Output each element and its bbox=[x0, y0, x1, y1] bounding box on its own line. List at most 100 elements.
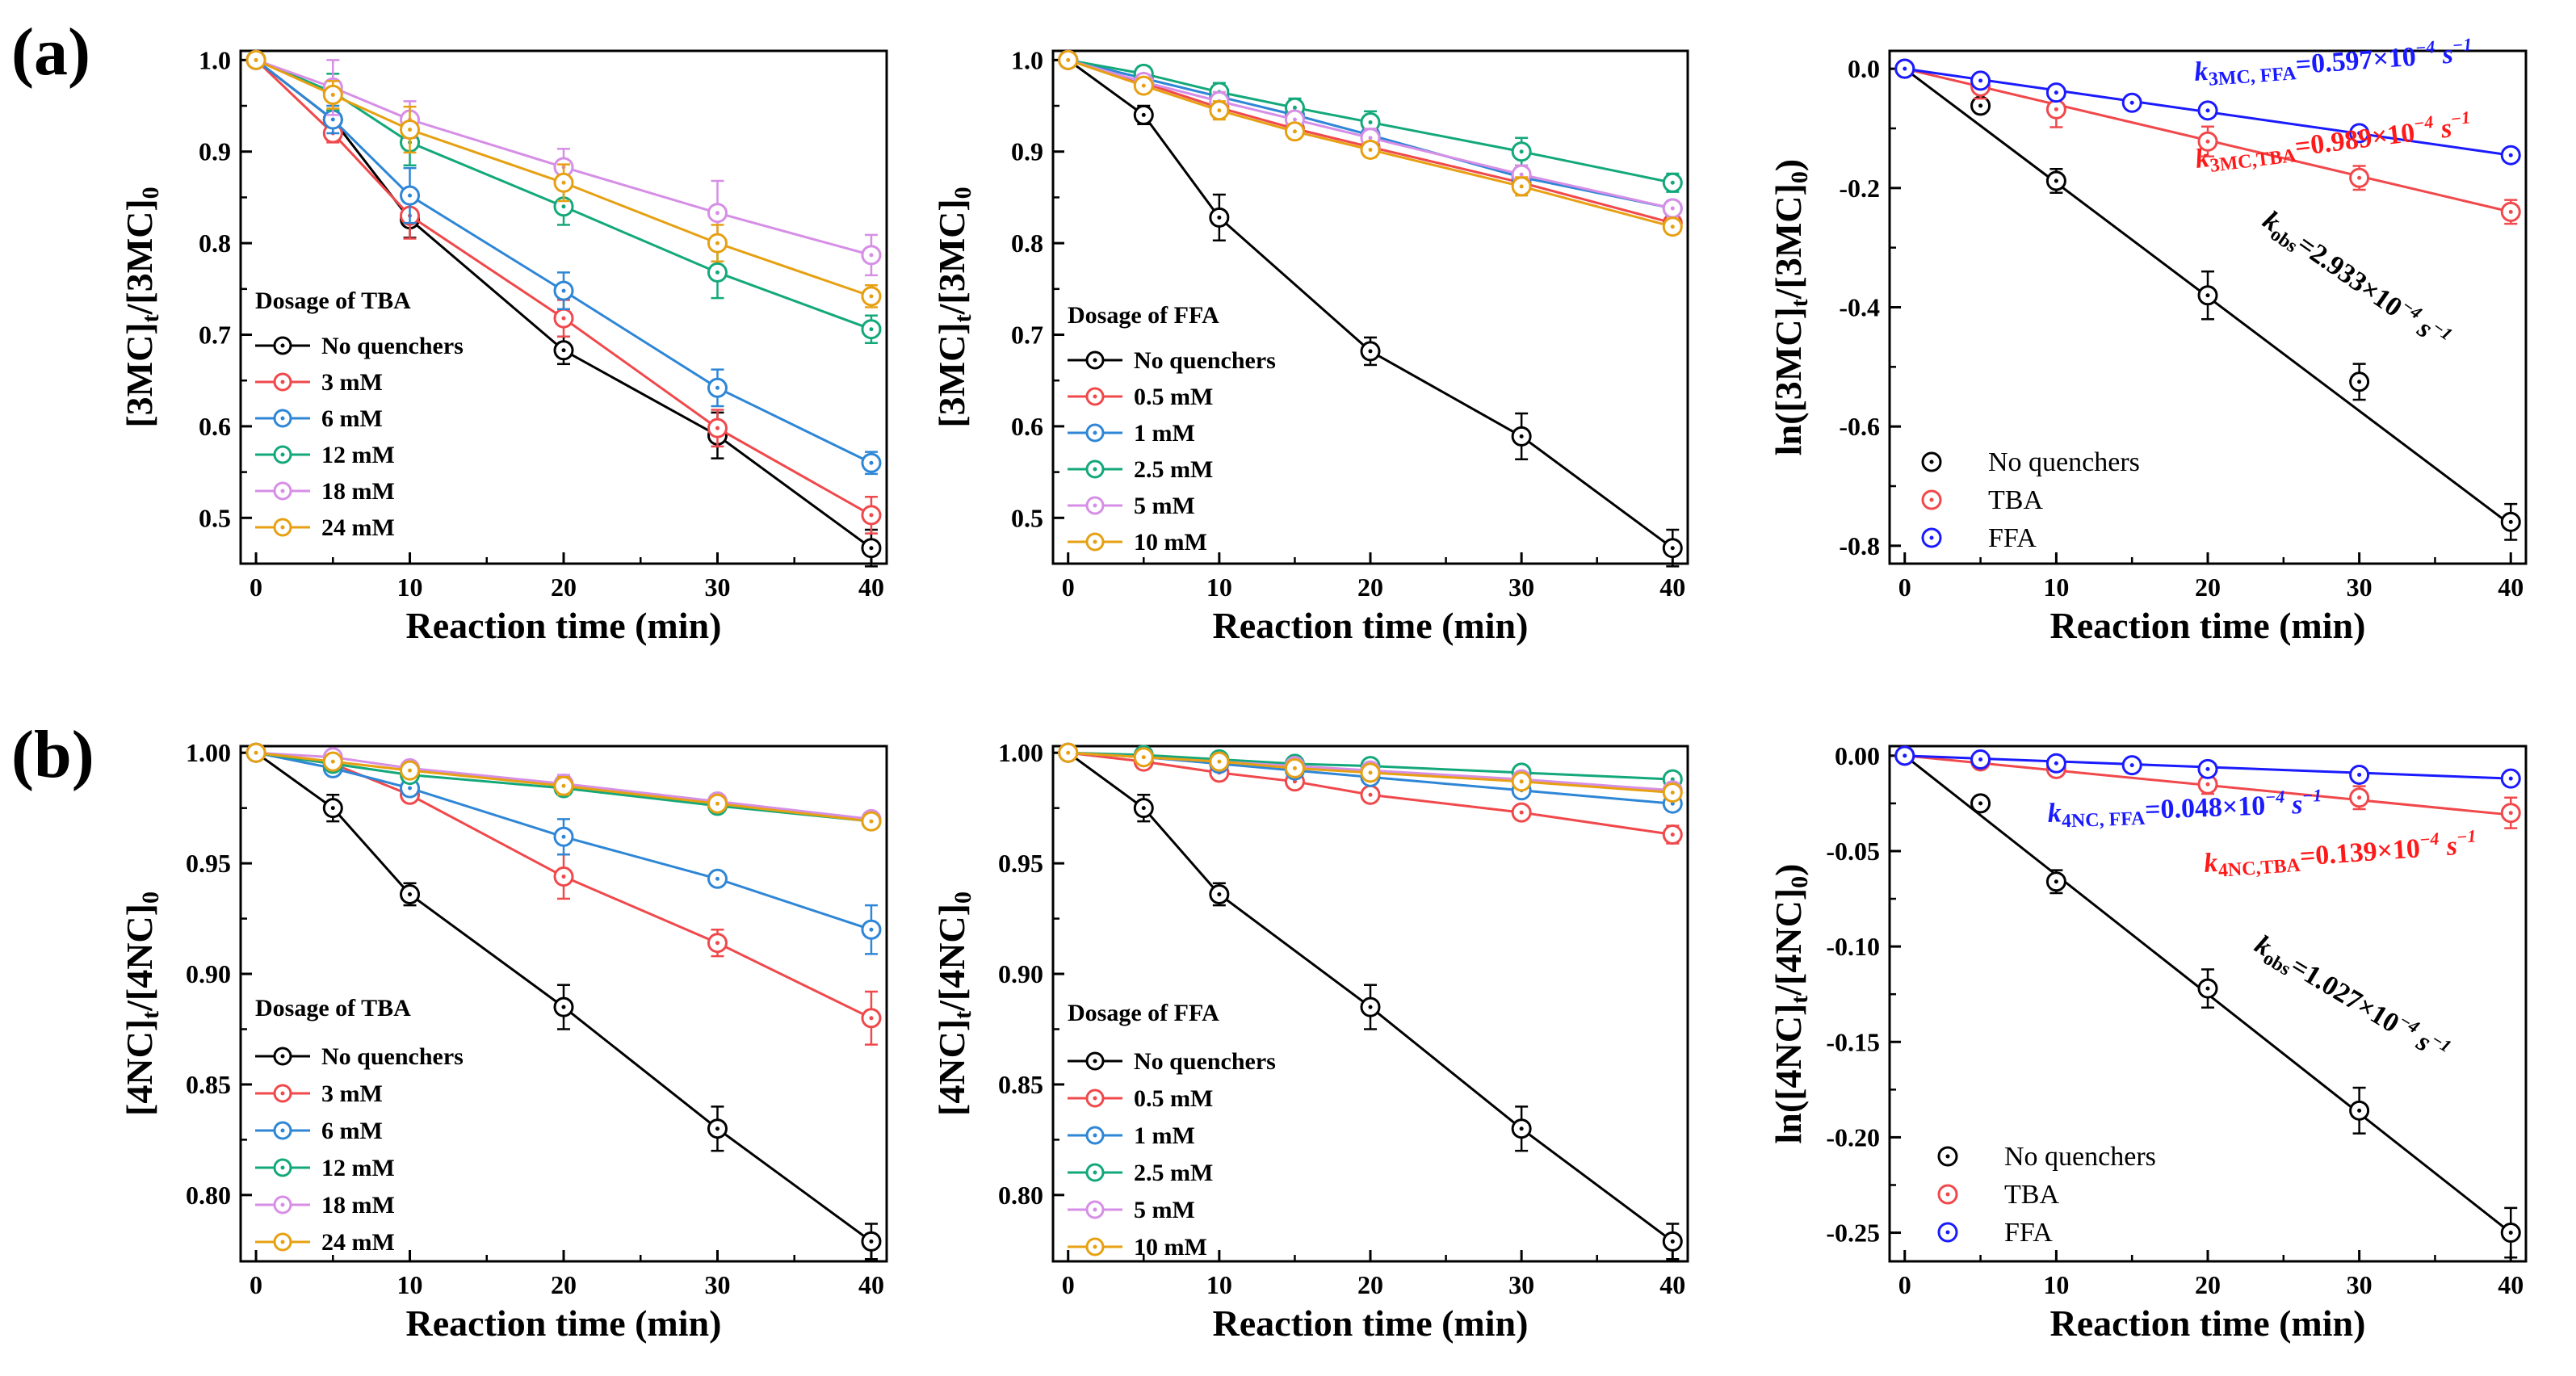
anno-sub: 4NC,TBA bbox=[2217, 855, 2301, 882]
anno-sub: 3MC, FFA bbox=[2208, 63, 2297, 90]
data-point-dot bbox=[1670, 791, 1675, 795]
x-tick-label: 0 bbox=[1062, 1270, 1075, 1299]
data-point-dot bbox=[1670, 180, 1675, 185]
anno-sup: −4 bbox=[2414, 36, 2435, 58]
data-point-dot bbox=[1519, 172, 1524, 177]
legend-label: 24 mM bbox=[321, 1229, 395, 1256]
series-2 bbox=[245, 49, 882, 476]
y-tick-label: -0.25 bbox=[1826, 1219, 1880, 1248]
y-label-part: [3MC] bbox=[119, 322, 160, 427]
data-point-dot bbox=[408, 193, 413, 198]
x-axis-label: Reaction time (min) bbox=[406, 605, 722, 646]
data-point-dot bbox=[1368, 349, 1373, 354]
x-tick-label: 40 bbox=[2498, 1270, 2524, 1299]
legend-label: No quenchers bbox=[1134, 1048, 1276, 1075]
data-point-dot bbox=[1368, 136, 1373, 141]
legend-marker-dot bbox=[280, 416, 285, 421]
y-label-part: 0 bbox=[950, 891, 976, 904]
series-5 bbox=[1058, 742, 1683, 803]
y-tick-label: -0.10 bbox=[1826, 932, 1880, 961]
y-label-part: t bbox=[1786, 299, 1813, 307]
series-line bbox=[255, 59, 872, 464]
legend: Dosage of FFA No quenchers 0.5 mM 1 mM 2.5 m… bbox=[1068, 302, 1276, 556]
legend-marker-dot bbox=[280, 489, 285, 493]
series-line bbox=[255, 58, 872, 257]
data-point-dot bbox=[1903, 66, 1907, 71]
legend-label: 0.5 mM bbox=[1134, 384, 1213, 410]
data-point-dot bbox=[715, 941, 720, 946]
series-0 bbox=[1058, 742, 1683, 1261]
rate-annotation-tba: k3MC,TBA=0.989×10−4 s−1 bbox=[2193, 107, 2473, 178]
legend-label: TBA bbox=[2004, 1180, 2059, 1210]
y-tick-label: 0.9 bbox=[1011, 137, 1043, 166]
legend-label: 10 mM bbox=[1134, 529, 1207, 556]
data-point-dot bbox=[869, 819, 874, 824]
data-point-dot bbox=[715, 801, 720, 806]
x-tick-label: 20 bbox=[2195, 573, 2221, 602]
y-tick-label: 0.80 bbox=[186, 1181, 231, 1210]
rate-annotation-tba: k4NC,TBA=0.139×10−4 s−1 bbox=[2203, 825, 2478, 883]
data-point-dot bbox=[1670, 1239, 1675, 1244]
data-point-dot bbox=[869, 294, 874, 299]
data-point-dot bbox=[2054, 879, 2058, 884]
data-point-dot bbox=[561, 875, 566, 879]
legend-label: 1 mM bbox=[1134, 1122, 1195, 1149]
data-point-dot bbox=[2508, 776, 2513, 781]
legend-label: 5 mM bbox=[1134, 493, 1195, 519]
y-tick-label: 0.95 bbox=[998, 849, 1043, 878]
x-tick-label: 0 bbox=[1898, 1270, 1911, 1299]
anno-unit-sup: −1 bbox=[2449, 107, 2471, 129]
y-label-part: [3MC] bbox=[931, 322, 972, 427]
legend-marker-dot bbox=[280, 1165, 285, 1170]
anno-unit-sup: −1 bbox=[2456, 825, 2477, 847]
anno-k: k bbox=[2193, 143, 2210, 174]
legend-title: Dosage of FFA bbox=[1068, 302, 1219, 329]
series-line bbox=[255, 751, 872, 1243]
legend-label: TBA bbox=[1988, 485, 2043, 515]
data-point-dot bbox=[561, 834, 566, 839]
data-point-dot bbox=[2205, 108, 2210, 113]
y-tick-label: -0.05 bbox=[1826, 837, 1880, 866]
y-axis-label: [4NC]t/[4NC]0 bbox=[931, 891, 976, 1116]
anno-unit-sup: −1 bbox=[2452, 34, 2473, 56]
legend-marker-dot bbox=[1093, 430, 1097, 435]
x-tick-label: 20 bbox=[551, 1270, 577, 1299]
legend-marker-dot bbox=[1929, 535, 1934, 540]
y-axis-label: [3MC]t/[3MC]0 bbox=[931, 187, 976, 427]
data-point-dot bbox=[2129, 100, 2134, 105]
y-axis-label: [4NC]t/[4NC]0 bbox=[119, 891, 164, 1116]
data-point-dot bbox=[1978, 801, 1983, 806]
x-tick-label: 20 bbox=[2195, 1270, 2221, 1299]
anno-unit: s bbox=[2435, 40, 2454, 70]
data-point-dot bbox=[715, 385, 720, 390]
data-point-dot bbox=[2508, 811, 2513, 816]
anno-sup: −4 bbox=[2412, 111, 2434, 134]
rate-annotation-ffa: k3MC, FFA=0.597×10−4 s−1 bbox=[2193, 34, 2474, 91]
y-tick-label: 1.0 bbox=[199, 45, 231, 74]
data-point-dot bbox=[1368, 770, 1373, 775]
y-tick-label: 0.85 bbox=[998, 1070, 1043, 1099]
y-tick-label: 0.80 bbox=[998, 1181, 1043, 1210]
data-point-dot bbox=[2508, 209, 2513, 214]
data-point-dot bbox=[254, 750, 258, 755]
data-point-dot bbox=[2205, 139, 2210, 144]
y-label-part: ln([4NC] bbox=[1768, 1004, 1809, 1144]
anno-text: =0.139×10 bbox=[2299, 833, 2421, 871]
data-point-dot bbox=[1978, 757, 1983, 762]
data-point-dot bbox=[1368, 120, 1373, 124]
chart-b1: 0 10 20 30 40 0.80 0.85 0.90 0.95 1.00 Reaction ti… bbox=[119, 738, 888, 1344]
y-tick-label: -0.4 bbox=[1839, 293, 1880, 322]
chart-b3: 0 10 20 30 40 0.00 -0.05 -0.10 -0.15 -0.20 -0.25 Re… bbox=[1768, 741, 2528, 1344]
y-tick-label: 0.7 bbox=[1011, 321, 1043, 350]
y-label-part: 0 bbox=[950, 187, 976, 199]
anno-sup: −4 bbox=[2264, 787, 2284, 808]
charts: 0 10 20 30 40 0.5 0.6 0.7 0.8 0.9 1.0 Reaction time… bbox=[119, 34, 2528, 1344]
data-point-dot bbox=[1217, 759, 1222, 764]
anno-k: k bbox=[2193, 57, 2209, 87]
series-0 bbox=[1894, 745, 2521, 1259]
x-axis-label: Reaction time (min) bbox=[1213, 605, 1529, 646]
data-point-dot bbox=[869, 546, 874, 551]
anno-unit: s bbox=[2439, 831, 2458, 862]
data-point-dot bbox=[2508, 153, 2513, 157]
